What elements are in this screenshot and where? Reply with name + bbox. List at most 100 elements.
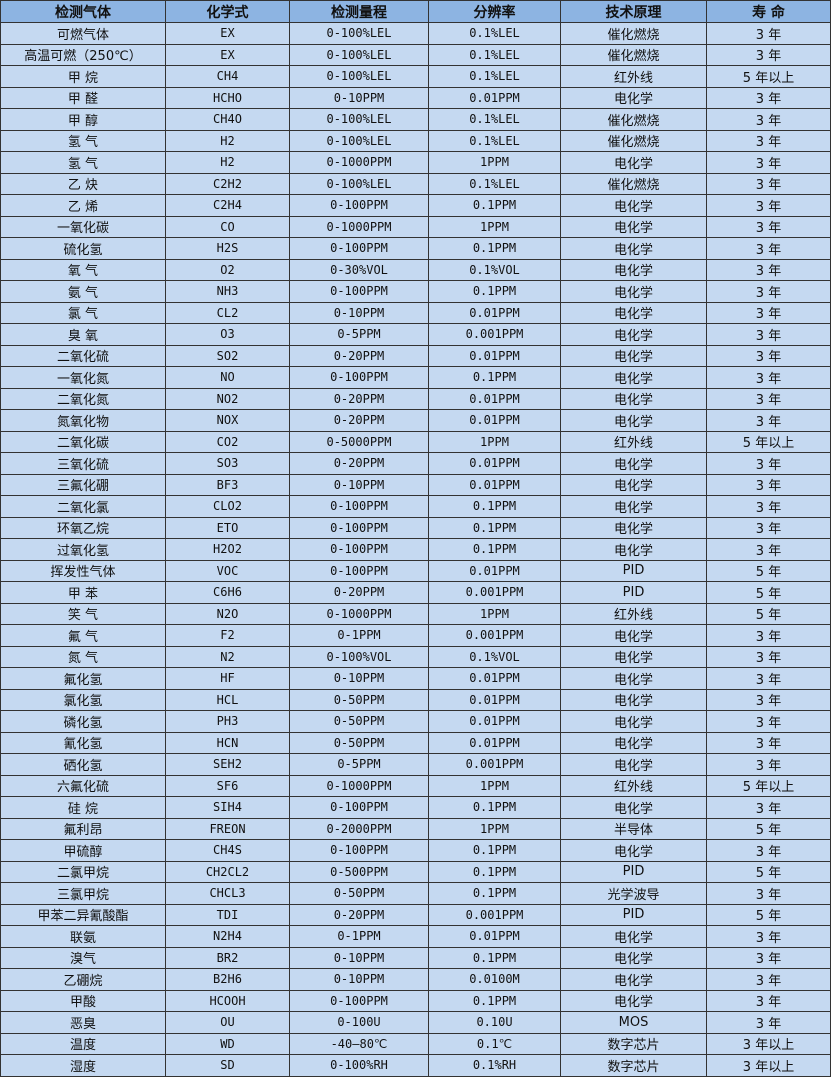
formula: N2O bbox=[165, 602, 290, 625]
resolution: 0.01PPM bbox=[428, 710, 561, 733]
principle: 电化学 bbox=[560, 280, 707, 303]
gas-name: 乙 炔 bbox=[0, 172, 166, 195]
resolution: 1PPM bbox=[428, 817, 561, 840]
range: 0-500PPM bbox=[289, 860, 429, 883]
range: 0-20PPM bbox=[289, 387, 429, 410]
principle: 数字芯片 bbox=[560, 1054, 707, 1077]
table-row: 氯化氢 HCL 0-50PPM 0.01PPM 电化学 3 年 bbox=[0, 688, 831, 711]
table-row: 甲 醛 HCHO 0-10PPM 0.01PPM 电化学 3 年 bbox=[0, 86, 831, 109]
table-row: 二氯甲烷 CH2CL2 0-500PPM 0.1PPM PID 5 年 bbox=[0, 860, 831, 883]
range: 0-100PPM bbox=[289, 989, 429, 1012]
table-row: 甲苯二异氰酸酯 TDI 0-20PPM 0.001PPM PID 5 年 bbox=[0, 903, 831, 926]
principle: 电化学 bbox=[560, 452, 707, 475]
gas-name: 甲 醇 bbox=[0, 108, 166, 131]
principle: 电化学 bbox=[560, 667, 707, 690]
resolution: 0.01PPM bbox=[428, 559, 561, 582]
principle: 电化学 bbox=[560, 258, 707, 281]
table-row: 磷化氢 PH3 0-50PPM 0.01PPM 电化学 3 年 bbox=[0, 710, 831, 733]
lifespan: 3 年 bbox=[706, 237, 831, 260]
table-row: 氟化氢 HF 0-10PPM 0.01PPM 电化学 3 年 bbox=[0, 667, 831, 690]
lifespan: 3 年 bbox=[706, 796, 831, 819]
table-row: 乙硼烷 B2H6 0-10PPM 0.0100M 电化学 3 年 bbox=[0, 968, 831, 991]
range: 0-20PPM bbox=[289, 344, 429, 367]
formula: CH2CL2 bbox=[165, 860, 290, 883]
resolution: 0.1PPM bbox=[428, 516, 561, 539]
range: 0-20PPM bbox=[289, 581, 429, 604]
resolution: 0.1PPM bbox=[428, 882, 561, 905]
formula: SIH4 bbox=[165, 796, 290, 819]
range: 0-20PPM bbox=[289, 452, 429, 475]
gas-name: 恶臭 bbox=[0, 1011, 166, 1034]
resolution: 0.1PPM bbox=[428, 946, 561, 969]
table-row: 甲 烷 CH4 0-100%LEL 0.1%LEL 红外线 5 年以上 bbox=[0, 65, 831, 88]
formula: EX bbox=[165, 22, 290, 45]
table-row: 氯 气 CL2 0-10PPM 0.01PPM 电化学 3 年 bbox=[0, 301, 831, 324]
formula: F2 bbox=[165, 624, 290, 647]
gas-name: 甲硫醇 bbox=[0, 839, 166, 862]
range: 0-100PPM bbox=[289, 516, 429, 539]
lifespan: 3 年 bbox=[706, 215, 831, 238]
gas-name: 三氯甲烷 bbox=[0, 882, 166, 905]
lifespan: 3 年 bbox=[706, 301, 831, 324]
formula: O3 bbox=[165, 323, 290, 346]
gas-name: 溴气 bbox=[0, 946, 166, 969]
principle: 电化学 bbox=[560, 237, 707, 260]
gas-name: 氧 气 bbox=[0, 258, 166, 281]
range: 0-20PPM bbox=[289, 409, 429, 432]
range: 0-30%VOL bbox=[289, 258, 429, 281]
lifespan: 3 年 bbox=[706, 968, 831, 991]
resolution: 0.1℃ bbox=[428, 1032, 561, 1055]
principle: 红外线 bbox=[560, 774, 707, 797]
table-row: 二氧化碳 CO2 0-5000PPM 1PPM 红外线 5 年以上 bbox=[0, 430, 831, 453]
resolution: 1PPM bbox=[428, 602, 561, 625]
resolution: 0.001PPM bbox=[428, 903, 561, 926]
formula: WD bbox=[165, 1032, 290, 1055]
resolution: 0.01PPM bbox=[428, 473, 561, 496]
range: 0-100PPM bbox=[289, 839, 429, 862]
principle: 红外线 bbox=[560, 65, 707, 88]
table-row: 氢 气 H2 0-100%LEL 0.1%LEL 催化燃烧 3 年 bbox=[0, 129, 831, 152]
range: -40—80℃ bbox=[289, 1032, 429, 1055]
gas-name: 硒化氢 bbox=[0, 753, 166, 776]
formula: OU bbox=[165, 1011, 290, 1034]
resolution: 0.001PPM bbox=[428, 753, 561, 776]
table-row: 三氯甲烷 CHCL3 0-50PPM 0.1PPM 光学波导 3 年 bbox=[0, 882, 831, 905]
principle: PID bbox=[560, 903, 707, 926]
principle: 电化学 bbox=[560, 495, 707, 518]
principle: PID bbox=[560, 559, 707, 582]
principle: 电化学 bbox=[560, 215, 707, 238]
resolution: 0.01PPM bbox=[428, 301, 561, 324]
table-row: 甲 苯 C6H6 0-20PPM 0.001PPM PID 5 年 bbox=[0, 581, 831, 604]
formula: NH3 bbox=[165, 280, 290, 303]
range: 0-100U bbox=[289, 1011, 429, 1034]
range: 0-100PPM bbox=[289, 237, 429, 260]
lifespan: 3 年以上 bbox=[706, 1032, 831, 1055]
resolution: 0.1%LEL bbox=[428, 172, 561, 195]
principle: PID bbox=[560, 860, 707, 883]
formula: HCOOH bbox=[165, 989, 290, 1012]
gas-name: 联氨 bbox=[0, 925, 166, 948]
principle: 催化燃烧 bbox=[560, 172, 707, 195]
principle: 电化学 bbox=[560, 925, 707, 948]
table-row: 氢 气 H2 0-1000PPM 1PPM 电化学 3 年 bbox=[0, 151, 831, 174]
table-row: 氨 气 NH3 0-100PPM 0.1PPM 电化学 3 年 bbox=[0, 280, 831, 303]
principle: 电化学 bbox=[560, 796, 707, 819]
gas-name: 二氧化硫 bbox=[0, 344, 166, 367]
lifespan: 3 年 bbox=[706, 516, 831, 539]
table-row: 硅 烷 SIH4 0-100PPM 0.1PPM 电化学 3 年 bbox=[0, 796, 831, 819]
range: 0-1PPM bbox=[289, 925, 429, 948]
principle: 电化学 bbox=[560, 688, 707, 711]
lifespan: 3 年 bbox=[706, 387, 831, 410]
gas-name: 一氧化碳 bbox=[0, 215, 166, 238]
principle: 电化学 bbox=[560, 538, 707, 561]
resolution: 0.1PPM bbox=[428, 796, 561, 819]
resolution: 0.01PPM bbox=[428, 688, 561, 711]
table-row: 溴气 BR2 0-10PPM 0.1PPM 电化学 3 年 bbox=[0, 946, 831, 969]
resolution: 0.0100M bbox=[428, 968, 561, 991]
principle: 光学波导 bbox=[560, 882, 707, 905]
formula: CH4 bbox=[165, 65, 290, 88]
resolution: 0.1%VOL bbox=[428, 258, 561, 281]
formula: BF3 bbox=[165, 473, 290, 496]
gas-name: 氟利昂 bbox=[0, 817, 166, 840]
